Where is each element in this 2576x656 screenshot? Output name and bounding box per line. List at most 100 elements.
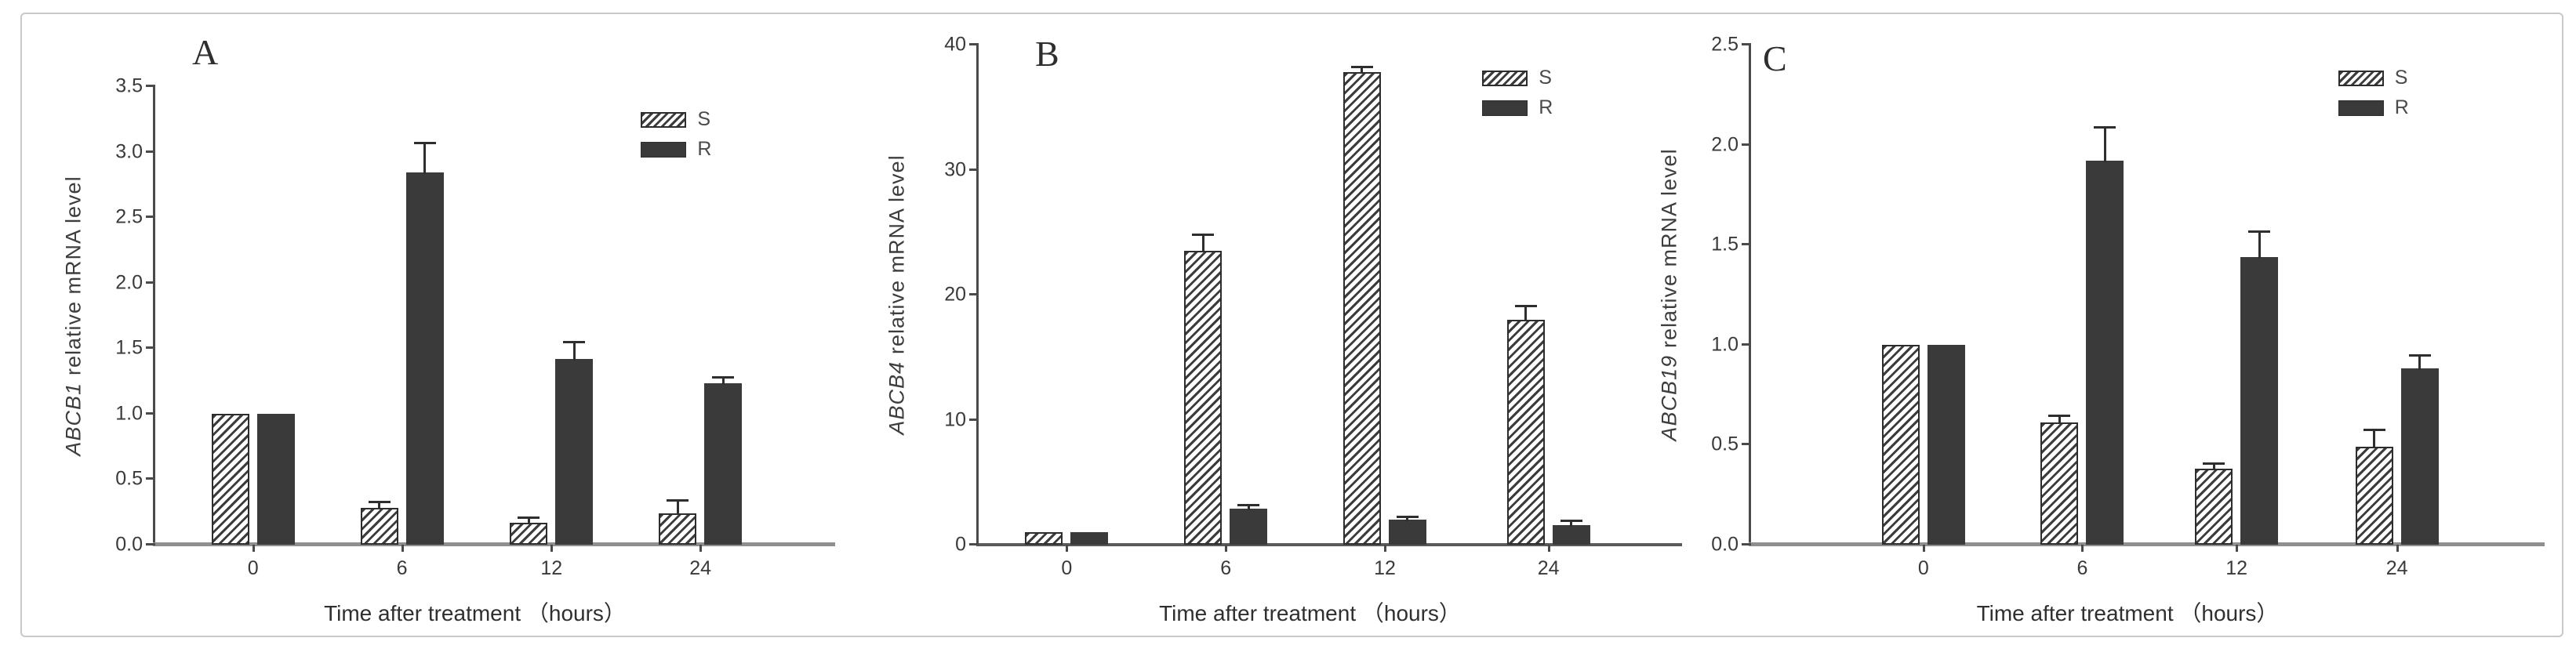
- error-bar-cap: [413, 141, 436, 144]
- y-tick: [146, 411, 155, 415]
- bar-s-6h: [2040, 422, 2079, 545]
- error-bar-cap: [2408, 354, 2431, 357]
- x-tick-label: 12: [2225, 557, 2248, 579]
- figure-border: [20, 13, 2563, 637]
- legend: S R: [1482, 67, 1553, 126]
- legend-label: R: [1539, 96, 1553, 118]
- y-tick-label: 1.5: [115, 336, 143, 359]
- plot-area-abcb4: ABCB4 relative mRNA level S R Time after …: [885, 34, 1682, 625]
- y-axis-label: ABCB19 relative mRNA level: [1658, 148, 1682, 440]
- y-tick: [969, 168, 979, 171]
- y-tick-label: 0.0: [115, 533, 143, 556]
- error-bar-stem: [423, 143, 427, 175]
- gene-name: ABCB4: [885, 361, 909, 435]
- x-tick-label: 12: [1374, 557, 1396, 579]
- error-bar-stem: [2418, 357, 2422, 371]
- bar-r-6h: [1230, 508, 1268, 545]
- x-tick: [1547, 545, 1550, 552]
- error-bar-cap: [368, 500, 391, 503]
- y-tick: [146, 85, 155, 87]
- x-tick-label: 24: [2385, 557, 2408, 579]
- x-tick: [1225, 545, 1228, 552]
- error-bar-stem: [378, 502, 381, 510]
- x-axis-title: Time after treatment （hours）: [1159, 601, 1461, 625]
- error-bar-cap: [1560, 519, 1582, 522]
- legend-item-s: S: [2338, 67, 2409, 89]
- legend-label: S: [1539, 67, 1552, 89]
- y-tick: [969, 43, 979, 45]
- y-tick: [1742, 243, 1751, 246]
- bar-s-0h: [1025, 532, 1063, 545]
- bar-r-6h: [405, 172, 444, 545]
- x-axis-line: [976, 543, 1682, 546]
- bar-r-12h: [1388, 520, 1426, 545]
- bar-s-24h: [1506, 319, 1545, 545]
- x-tick: [252, 545, 255, 552]
- x-tick: [2396, 545, 2399, 552]
- legend-label: S: [2394, 67, 2408, 89]
- y-tick: [1742, 43, 1751, 45]
- y-tick-label: 3.5: [115, 74, 143, 97]
- y-tick-label: 0: [955, 533, 966, 556]
- error-bar-cap: [1237, 503, 1260, 506]
- legend-label: S: [697, 108, 711, 130]
- x-axis-title: Time after treatment （hours）: [1976, 601, 2279, 625]
- bar-s-6h: [360, 508, 398, 545]
- y-tick: [146, 477, 155, 480]
- error-bar-cap: [712, 375, 735, 379]
- error-bar-cap: [1350, 66, 1373, 69]
- y-tick-label: 1.0: [115, 402, 143, 425]
- x-tick-label: 12: [540, 557, 563, 579]
- gene-name: ABCB19: [1657, 355, 1681, 441]
- x-tick: [699, 545, 703, 552]
- y-tick-label: 0.0: [1711, 533, 1739, 556]
- y-tick: [146, 216, 155, 219]
- error-bar-cap: [1514, 304, 1537, 307]
- bar-r-12h: [2240, 256, 2279, 545]
- y-tick-label: 0.5: [115, 467, 143, 490]
- x-tick: [1922, 545, 1925, 552]
- bar-s-0h: [211, 413, 249, 545]
- error-bar-stem: [721, 378, 725, 386]
- x-tick: [550, 545, 554, 552]
- legend-item-r: R: [641, 138, 711, 161]
- error-bar-stem: [1570, 521, 1573, 527]
- x-tick-label: 24: [1537, 557, 1560, 579]
- legend-item-r: R: [2338, 96, 2409, 119]
- y-tick-label: 2.0: [1711, 133, 1739, 156]
- bar-s-12h: [510, 522, 548, 545]
- y-tick: [969, 543, 979, 545]
- error-bar-stem: [1524, 306, 1528, 321]
- error-bar-cap: [667, 498, 689, 502]
- hatched-swatch-icon: [2338, 70, 2384, 86]
- y-tick-label: 0.5: [1711, 433, 1739, 455]
- error-bar-cap: [2248, 230, 2271, 233]
- hatched-swatch-icon: [1482, 70, 1528, 86]
- y-tick-label: 3.0: [115, 140, 143, 163]
- legend-item-r: R: [1482, 96, 1553, 119]
- plot-area-abcb19: ABCB19 relative mRNA level S R Time after…: [1658, 34, 2545, 625]
- y-axis-label-text: relative mRNA level: [61, 175, 85, 375]
- bar-s-12h: [1342, 72, 1381, 545]
- y-axis-label: ABCB4 relative mRNA level: [885, 154, 910, 434]
- y-tick-label: 1.5: [1711, 233, 1739, 256]
- bar-s-0h: [1881, 344, 1920, 545]
- y-tick-label: 1.0: [1711, 333, 1739, 356]
- y-tick: [146, 150, 155, 153]
- x-axis-line: [1749, 542, 2545, 546]
- x-tick: [401, 545, 404, 552]
- panel-letter: C: [1763, 38, 1787, 78]
- y-tick: [969, 293, 979, 295]
- bar-r-24h: [2400, 368, 2439, 545]
- hatched-swatch-icon: [641, 111, 687, 128]
- error-bar-stem: [676, 501, 679, 515]
- y-tick-label: 2.5: [1711, 33, 1739, 56]
- y-tick: [146, 543, 155, 545]
- bar-r-0h: [1070, 532, 1109, 545]
- plot-area-abcb1: ABCB1 relative mRNA level S R Time after …: [62, 75, 835, 625]
- legend-item-s: S: [641, 108, 711, 131]
- error-bar-stem: [1247, 506, 1250, 510]
- error-bar-stem: [2373, 430, 2376, 448]
- y-tick: [1742, 342, 1751, 346]
- x-tick-label: 0: [1061, 557, 1073, 579]
